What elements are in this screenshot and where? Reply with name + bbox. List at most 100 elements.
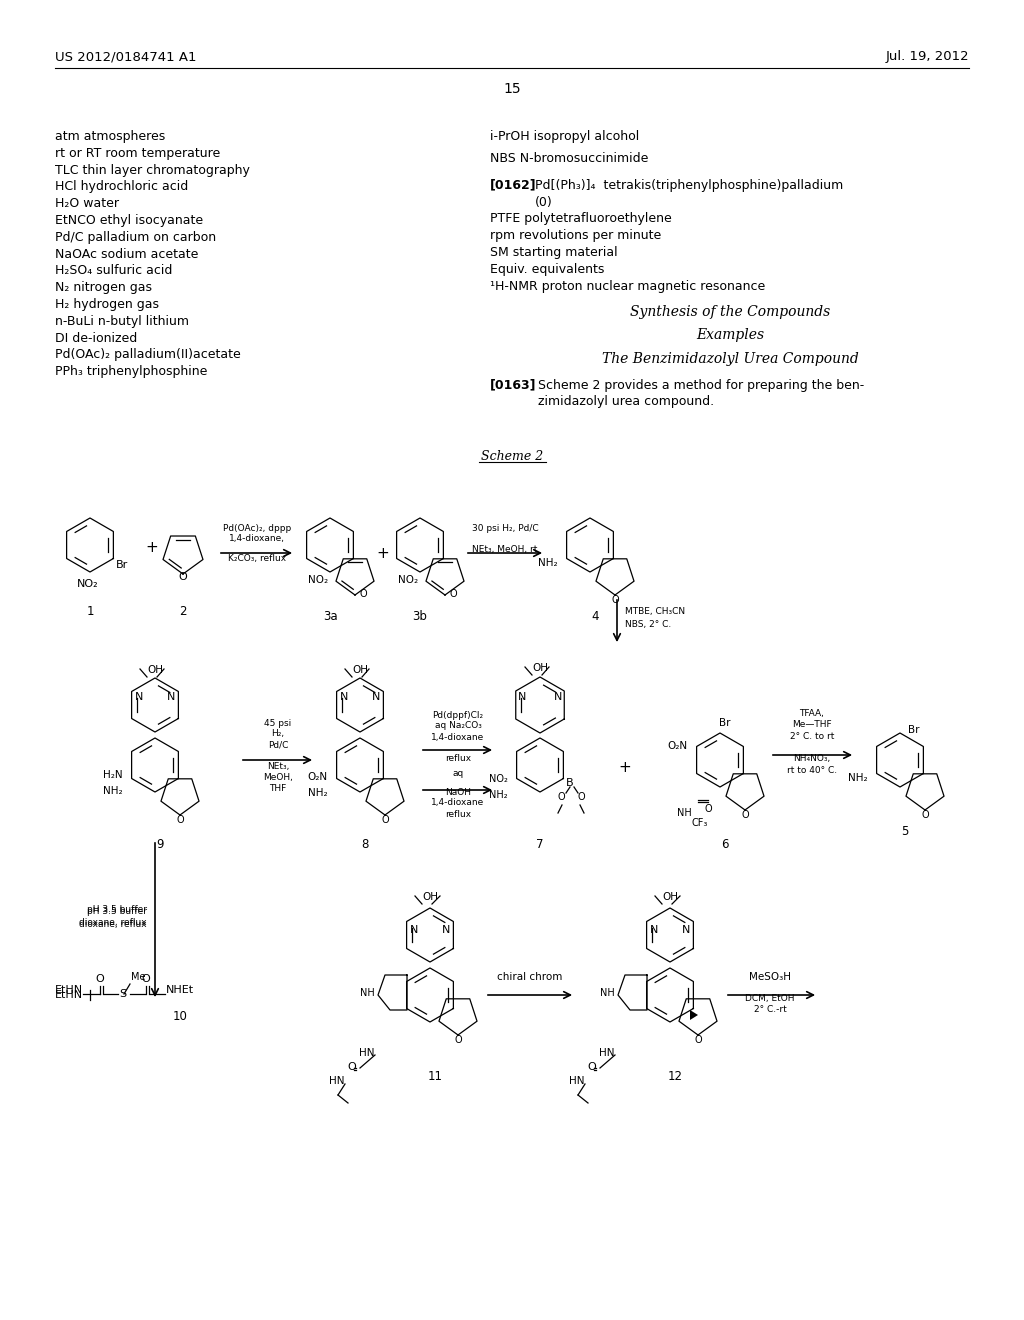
Text: +: + [377,545,389,561]
Text: Jul. 19, 2012: Jul. 19, 2012 [886,50,969,63]
Text: NaOAc sodium acetate: NaOAc sodium acetate [55,248,199,260]
Text: aq: aq [453,770,464,777]
Text: O: O [141,974,151,983]
Text: O: O [347,1063,356,1072]
Text: NH₂: NH₂ [103,785,123,796]
Text: pH 3.5 buffer: pH 3.5 buffer [87,908,147,916]
Text: NH₂: NH₂ [539,558,558,568]
Text: NEt₃, MeOH, rt: NEt₃, MeOH, rt [472,545,538,554]
Text: 1,4-dioxane: 1,4-dioxane [431,799,484,807]
Text: SM starting material: SM starting material [490,246,617,259]
Text: O: O [95,974,104,983]
Text: NHEt: NHEt [166,985,195,995]
Text: NH: NH [600,987,615,998]
Text: pH 3.5 buffer: pH 3.5 buffer [87,906,147,915]
Text: O: O [449,589,457,599]
Text: 2° C.-rt: 2° C.-rt [754,1005,786,1014]
Text: N: N [410,925,418,935]
Text: n-BuLi n-butyl lithium: n-BuLi n-butyl lithium [55,314,189,327]
Text: DI de-ionized: DI de-ionized [55,331,137,345]
Text: NH₂: NH₂ [308,788,328,799]
Text: dioxane, reflux: dioxane, reflux [80,920,147,929]
Text: (0): (0) [535,195,553,209]
Text: DCM, EtOH: DCM, EtOH [745,994,795,1003]
Text: NH: NH [677,808,692,818]
Text: 9: 9 [157,838,164,851]
Text: O: O [557,792,565,803]
Polygon shape [690,1010,698,1020]
Text: zimidazolyl urea compound.: zimidazolyl urea compound. [538,396,714,408]
Text: 4: 4 [591,610,599,623]
Text: H₂O water: H₂O water [55,197,119,210]
Text: Scheme 2: Scheme 2 [481,450,543,463]
Text: 45 psi: 45 psi [264,719,292,729]
Text: [0162]: [0162] [490,178,537,191]
Text: OH: OH [352,665,368,675]
Text: 12: 12 [668,1071,683,1082]
Text: CF₃: CF₃ [692,818,709,828]
Text: atm atmospheres: atm atmospheres [55,129,165,143]
Text: 2: 2 [179,605,186,618]
Text: +: + [145,540,159,556]
Text: OH: OH [532,663,548,673]
Text: EtNCO ethyl isocyanate: EtNCO ethyl isocyanate [55,214,203,227]
Text: 3a: 3a [323,610,337,623]
Text: N: N [682,925,690,935]
Text: 1: 1 [86,605,94,618]
Text: 5: 5 [901,825,908,838]
Text: H₂,: H₂, [271,729,285,738]
Text: N: N [372,692,380,702]
Text: NEt₃,: NEt₃, [267,762,289,771]
Text: 2° C. to rt: 2° C. to rt [790,733,835,741]
Text: Me: Me [131,972,145,982]
Text: 6: 6 [721,838,729,851]
Text: MeSO₃H: MeSO₃H [749,972,791,982]
Text: O: O [922,810,929,820]
Text: NH₂: NH₂ [848,774,868,783]
Text: rt or RT room temperature: rt or RT room temperature [55,147,220,160]
Text: 3b: 3b [413,610,427,623]
Text: Br: Br [908,725,920,735]
Text: Br: Br [116,560,128,569]
Text: HN: HN [359,1048,375,1059]
Text: O₂N: O₂N [668,741,688,751]
Text: N: N [441,925,451,935]
Text: NBS, 2° C.: NBS, 2° C. [625,620,672,630]
Text: 1,4-dioxane,: 1,4-dioxane, [229,535,285,543]
Text: Pd/C: Pd/C [268,741,288,750]
Text: TLC thin layer chromatography: TLC thin layer chromatography [55,164,250,177]
Text: aq Na₂CO₃: aq Na₂CO₃ [434,721,481,730]
Text: O: O [176,814,184,825]
Text: O₂N: O₂N [308,772,328,781]
Text: NH: NH [360,987,375,998]
Text: O: O [588,1063,596,1072]
Text: N: N [167,692,175,702]
Text: NaOH: NaOH [445,788,471,797]
Text: HN: HN [330,1076,345,1086]
Text: O: O [381,814,389,825]
Text: N₂ nitrogen gas: N₂ nitrogen gas [55,281,152,294]
Text: HN: HN [569,1076,585,1086]
Text: NO₂: NO₂ [308,576,328,585]
Text: H₂ hydrogen gas: H₂ hydrogen gas [55,298,159,312]
Text: NO₂: NO₂ [489,774,508,784]
Text: OH: OH [147,665,163,675]
Text: Me—THF: Me—THF [793,719,831,729]
Text: Br: Br [719,718,731,729]
Text: Synthesis of the Compounds: Synthesis of the Compounds [630,305,830,318]
Text: 1,4-dioxane: 1,4-dioxane [431,733,484,742]
Text: 10: 10 [173,1010,187,1023]
Text: NO₂: NO₂ [398,576,418,585]
Text: Pd/C palladium on carbon: Pd/C palladium on carbon [55,231,216,244]
Text: Pd[(Ph₃)]₄  tetrakis(triphenylphosphine)palladium: Pd[(Ph₃)]₄ tetrakis(triphenylphosphine)p… [535,178,843,191]
Text: NO₂: NO₂ [77,579,98,589]
Text: EtHN: EtHN [55,990,83,1001]
Text: reflux: reflux [445,754,471,763]
Text: N: N [554,692,562,702]
Text: O: O [359,589,367,599]
Text: N: N [650,925,658,935]
Text: 15: 15 [503,82,521,96]
Text: 30 psi H₂, Pd/C: 30 psi H₂, Pd/C [472,524,539,533]
Text: NH₄NO₃,: NH₄NO₃, [794,754,830,763]
Text: rpm revolutions per minute: rpm revolutions per minute [490,230,662,242]
